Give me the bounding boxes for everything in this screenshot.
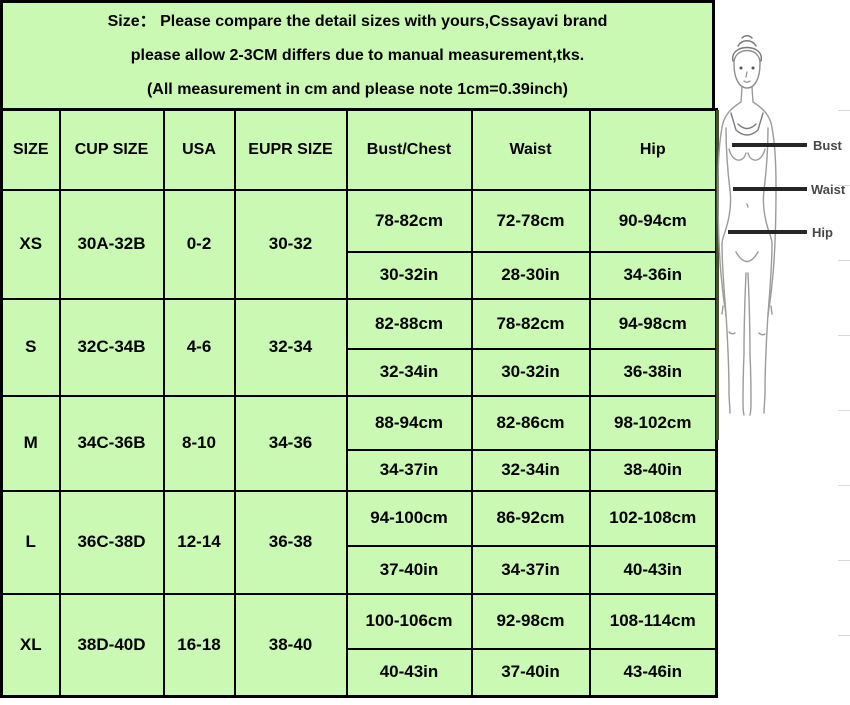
cell-usa: 12-14 bbox=[162, 489, 236, 595]
table-row-xl-inches: 40-43in 37-40in 43-46in bbox=[2, 647, 718, 698]
cell-bust-cm: 88-94cm bbox=[345, 394, 473, 451]
col-header-waist: Waist bbox=[470, 108, 591, 191]
table-row-m: M 34C-36B 8-10 34-36 88-94cm 82-86cm 98-… bbox=[0, 394, 718, 492]
cell-size: S bbox=[0, 297, 61, 397]
cell-bust-cm: 78-82cm bbox=[345, 188, 473, 253]
cell-hip-cm: 102-108cm bbox=[588, 489, 718, 547]
cell-usa: 16-18 bbox=[162, 592, 236, 698]
cell-waist-cm: 86-92cm bbox=[470, 489, 591, 547]
cell-waist-in: 30-32in bbox=[470, 347, 591, 397]
cell-bust-cm: 94-100cm bbox=[345, 489, 473, 547]
bust-label: Bust bbox=[813, 138, 843, 153]
cell-waist-in: 37-40in bbox=[470, 647, 591, 698]
cell-eupr-size: 32-34 bbox=[233, 297, 348, 397]
cell-bust-in: 34-37in bbox=[345, 448, 473, 492]
cell-bust-cm: 100-106cm bbox=[345, 592, 473, 650]
faint-gridline bbox=[838, 410, 850, 411]
table-row-s: S 32C-34B 4-6 32-34 82-88cm 78-82cm 94-9… bbox=[0, 297, 718, 397]
cell-usa: 4-6 bbox=[162, 297, 236, 397]
cell-waist-in: 28-30in bbox=[470, 250, 591, 300]
faint-gridline bbox=[838, 335, 850, 336]
size-note-box: Size： Please compare the detail sizes wi… bbox=[0, 0, 715, 111]
cell-hip-cm: 108-114cm bbox=[588, 592, 718, 650]
cell-hip-in: 34-36in bbox=[588, 250, 718, 300]
cell-waist-in: 34-37in bbox=[470, 544, 591, 595]
cell-size: XL bbox=[0, 592, 61, 698]
faint-gridline bbox=[838, 185, 850, 186]
table-row-xl: XL 38D-40D 16-18 38-40 100-106cm 92-98cm… bbox=[0, 592, 718, 698]
col-header-bust: Bust/Chest bbox=[345, 108, 473, 191]
body-sketch-icon bbox=[717, 35, 777, 416]
cell-cup-size: 38D-40D bbox=[58, 592, 165, 698]
cell-waist-cm: 72-78cm bbox=[470, 188, 591, 253]
size-note-line1: Size： Please compare the detail sizes wi… bbox=[107, 12, 608, 30]
hip-label: Hip bbox=[812, 225, 833, 240]
size-table-header-row: SIZE CUP SIZE USA EUPR SIZE Bust/Chest W… bbox=[0, 108, 718, 191]
cell-cup-size: 30A-32B bbox=[58, 188, 165, 300]
cell-hip-in: 40-43in bbox=[588, 544, 718, 595]
table-row-xs: XS 30A-32B 0-2 30-32 78-82cm 72-78cm 90-… bbox=[0, 188, 718, 300]
size-note-line2: please allow 2-3CM differs due to manual… bbox=[130, 46, 585, 64]
cell-usa: 8-10 bbox=[162, 394, 236, 492]
faint-gridline bbox=[838, 560, 850, 561]
cell-waist-cm: 82-86cm bbox=[470, 394, 591, 451]
cell-bust-in: 32-34in bbox=[345, 347, 473, 397]
cell-hip-cm: 90-94cm bbox=[588, 188, 718, 253]
figure-left-border bbox=[716, 110, 719, 440]
size-table: SIZE CUP SIZE USA EUPR SIZE Bust/Chest W… bbox=[0, 108, 718, 698]
table-row-l: L 36C-38D 12-14 36-38 94-100cm 86-92cm 1… bbox=[0, 489, 718, 595]
cell-cup-size: 32C-34B bbox=[58, 297, 165, 397]
cell-size: L bbox=[0, 489, 61, 595]
cell-hip-cm: 94-98cm bbox=[588, 297, 718, 350]
cell-bust-in: 40-43in bbox=[345, 647, 473, 698]
cell-bust-in: 37-40in bbox=[345, 544, 473, 595]
size-note-line3: (All measurement in cm and please note 1… bbox=[146, 80, 569, 98]
faint-gridline bbox=[838, 485, 850, 486]
table-row-s-inches: 32-34in 30-32in 36-38in bbox=[2, 347, 718, 397]
cell-bust-in: 30-32in bbox=[345, 250, 473, 300]
col-header-hip: Hip bbox=[588, 108, 718, 191]
table-row-l-inches: 37-40in 34-37in 40-43in bbox=[2, 544, 718, 595]
faint-gridline bbox=[838, 635, 850, 636]
cell-hip-cm: 98-102cm bbox=[588, 394, 718, 451]
cell-waist-cm: 78-82cm bbox=[470, 297, 591, 350]
cell-hip-in: 36-38in bbox=[588, 347, 718, 397]
cell-size: M bbox=[0, 394, 61, 492]
col-header-size: SIZE bbox=[0, 108, 61, 191]
cell-bust-cm: 82-88cm bbox=[345, 297, 473, 350]
col-header-cup-size: CUP SIZE bbox=[58, 108, 165, 191]
col-header-usa: USA bbox=[162, 108, 236, 191]
table-row-xs-inches: 30-32in 28-30in 34-36in bbox=[2, 250, 718, 300]
cell-waist-in: 32-34in bbox=[470, 448, 591, 492]
table-row-m-inches: 34-37in 32-34in 38-40in bbox=[2, 448, 718, 492]
cell-hip-in: 43-46in bbox=[588, 647, 718, 698]
cell-cup-size: 36C-38D bbox=[58, 489, 165, 595]
cell-eupr-size: 30-32 bbox=[233, 188, 348, 300]
cell-eupr-size: 34-36 bbox=[233, 394, 348, 492]
faint-gridline bbox=[838, 260, 850, 261]
col-header-eupr-size: EUPR SIZE bbox=[233, 108, 348, 191]
cell-usa: 0-2 bbox=[162, 188, 236, 300]
cell-waist-cm: 92-98cm bbox=[470, 592, 591, 650]
waist-label: Waist bbox=[811, 182, 846, 197]
face-details bbox=[739, 66, 755, 70]
cell-eupr-size: 38-40 bbox=[233, 592, 348, 698]
body-measurement-figure: Bust Waist Hip bbox=[717, 35, 846, 416]
cell-hip-in: 38-40in bbox=[588, 448, 718, 492]
cell-eupr-size: 36-38 bbox=[233, 489, 348, 595]
cell-size: XS bbox=[0, 188, 61, 300]
cell-cup-size: 34C-36B bbox=[58, 394, 165, 492]
faint-gridline bbox=[838, 110, 850, 111]
